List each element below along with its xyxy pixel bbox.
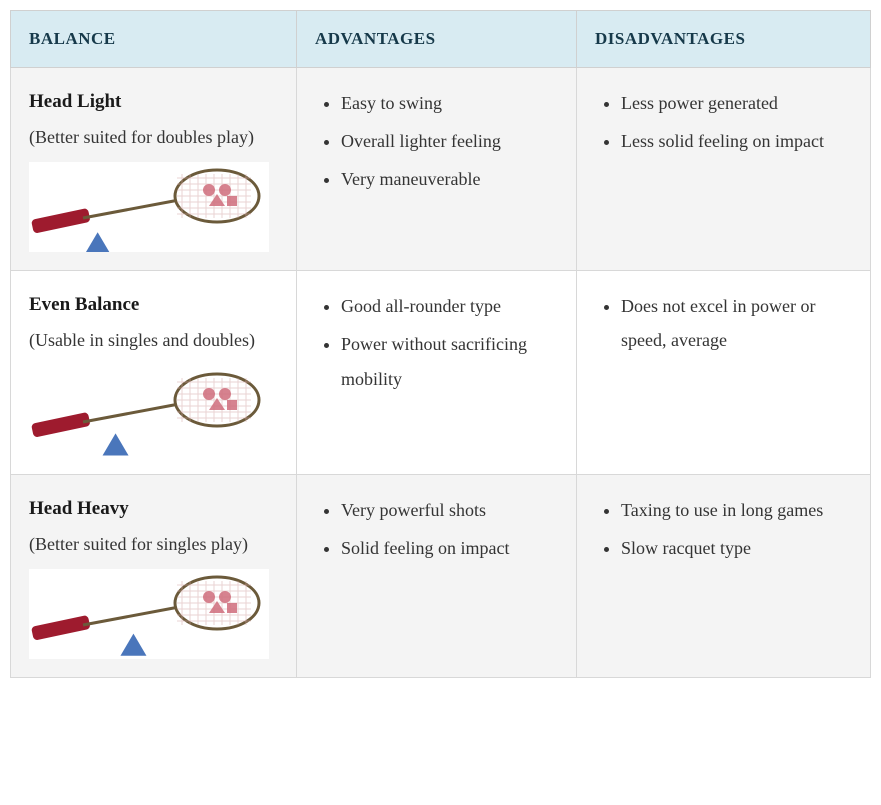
header-advantages: ADVANTAGES bbox=[297, 11, 577, 68]
list-item: Easy to swing bbox=[341, 84, 558, 122]
list-item: Very powerful shots bbox=[341, 491, 558, 529]
list-item: Less solid feeling on impact bbox=[621, 122, 852, 160]
disadvantages-list: Less power generatedLess solid feeling o… bbox=[599, 84, 852, 160]
list-item: Less power generated bbox=[621, 84, 852, 122]
advantages-cell: Good all-rounder typePower without sacri… bbox=[297, 271, 577, 474]
list-item: Does not excel in power or speed, averag… bbox=[621, 287, 852, 359]
advantages-list: Easy to swingOverall lighter feelingVery… bbox=[319, 84, 558, 199]
list-item: Taxing to use in long games bbox=[621, 491, 852, 529]
racket-balance-icon bbox=[29, 366, 269, 456]
balance-title: Even Balance bbox=[29, 294, 139, 315]
balance-comparison-table: BALANCE ADVANTAGES DISADVANTAGES Head Li… bbox=[10, 10, 871, 678]
table-row: Even Balance (Usable in singles and doubl… bbox=[11, 271, 871, 474]
disadvantages-list: Taxing to use in long gamesSlow racquet … bbox=[599, 491, 852, 567]
balance-subtitle: (Usable in singles and doubles) bbox=[29, 323, 278, 357]
list-item: Power without sacrificing mobility bbox=[341, 325, 558, 397]
racket-balance-icon bbox=[29, 569, 269, 659]
advantages-list: Very powerful shotsSolid feeling on impa… bbox=[319, 491, 558, 567]
disadvantages-list: Does not excel in power or speed, averag… bbox=[599, 287, 852, 359]
disadvantages-cell: Less power generatedLess solid feeling o… bbox=[577, 68, 871, 271]
advantages-cell: Easy to swingOverall lighter feelingVery… bbox=[297, 68, 577, 271]
advantages-cell: Very powerful shotsSolid feeling on impa… bbox=[297, 474, 577, 677]
table-row: Head Light (Better suited for doubles pla… bbox=[11, 68, 871, 271]
header-disadvantages: DISADVANTAGES bbox=[577, 11, 871, 68]
list-item: Good all-rounder type bbox=[341, 287, 558, 325]
advantages-list: Good all-rounder typePower without sacri… bbox=[319, 287, 558, 398]
balance-subtitle: (Better suited for doubles play) bbox=[29, 120, 278, 154]
table-row: Head Heavy (Better suited for singles pla… bbox=[11, 474, 871, 677]
header-balance: BALANCE bbox=[11, 11, 297, 68]
balance-cell: Head Light (Better suited for doubles pla… bbox=[11, 68, 297, 271]
balance-title: Head Heavy bbox=[29, 498, 129, 519]
balance-cell: Even Balance (Usable in singles and doubl… bbox=[11, 271, 297, 474]
list-item: Overall lighter feeling bbox=[341, 122, 558, 160]
balance-cell: Head Heavy (Better suited for singles pla… bbox=[11, 474, 297, 677]
disadvantages-cell: Taxing to use in long gamesSlow racquet … bbox=[577, 474, 871, 677]
list-item: Very maneuverable bbox=[341, 160, 558, 198]
balance-title: Head Light bbox=[29, 91, 121, 112]
list-item: Slow racquet type bbox=[621, 529, 852, 567]
list-item: Solid feeling on impact bbox=[341, 529, 558, 567]
balance-subtitle: (Better suited for singles play) bbox=[29, 527, 278, 561]
disadvantages-cell: Does not excel in power or speed, averag… bbox=[577, 271, 871, 474]
racket-balance-icon bbox=[29, 162, 269, 252]
